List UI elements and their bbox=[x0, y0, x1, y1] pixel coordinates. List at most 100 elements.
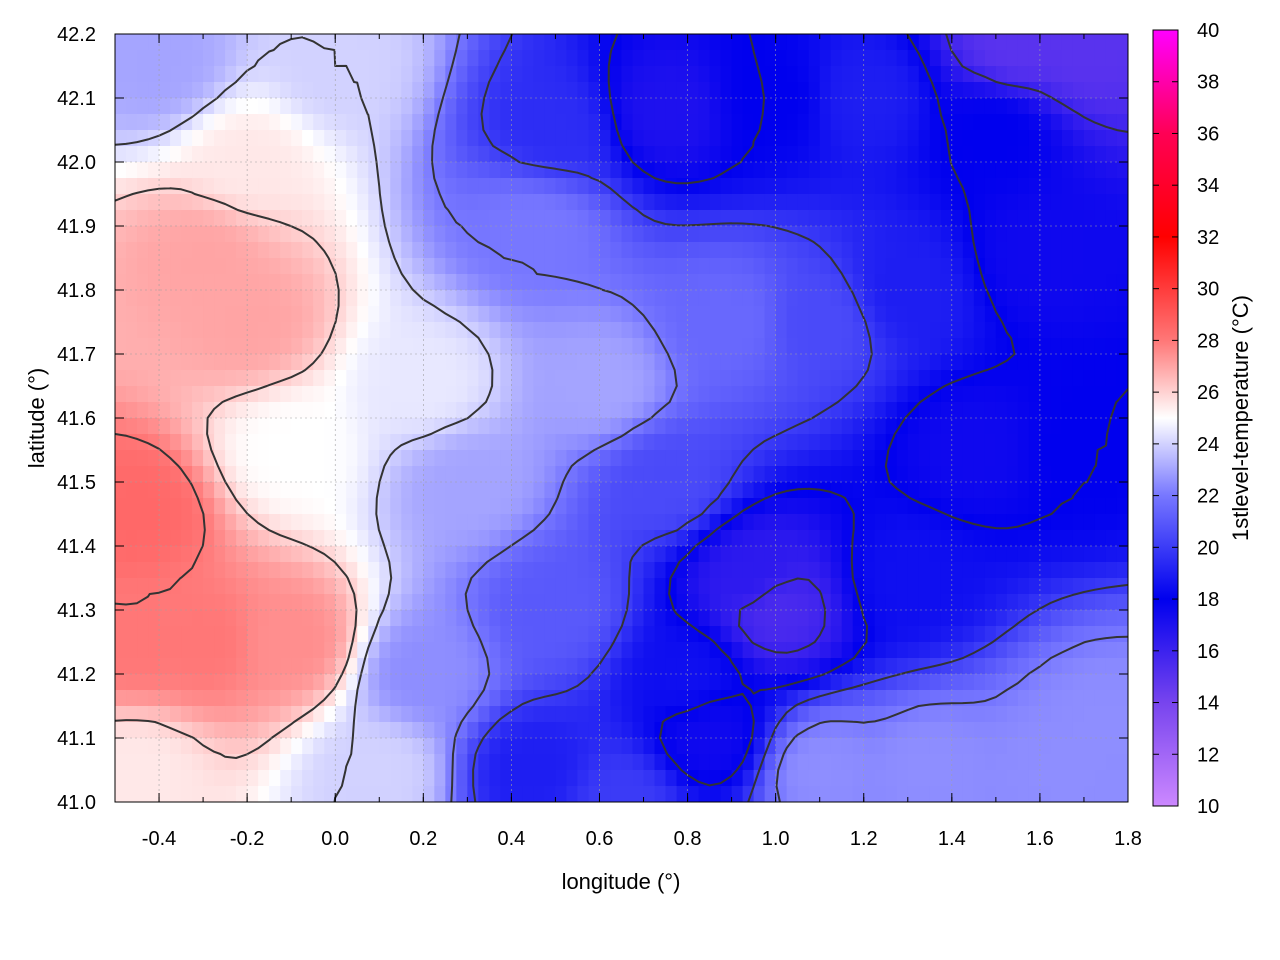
heatmap-cell bbox=[148, 690, 160, 707]
heatmap-cell bbox=[566, 690, 579, 707]
heatmap-cell bbox=[632, 34, 645, 51]
heatmap-cell bbox=[852, 466, 865, 483]
heatmap-cell bbox=[1039, 82, 1052, 99]
heatmap-cell bbox=[423, 626, 435, 643]
heatmap-cell bbox=[775, 290, 788, 307]
heatmap-cell bbox=[544, 514, 557, 531]
contour-lines bbox=[115, 34, 1128, 802]
heatmap-cell bbox=[940, 658, 953, 675]
heatmap-cell bbox=[368, 610, 380, 627]
heatmap-cell bbox=[951, 226, 964, 243]
heatmap-cell bbox=[1017, 418, 1030, 435]
heatmap-cell bbox=[566, 594, 579, 611]
heatmap-cell bbox=[940, 466, 953, 483]
heatmap-cell bbox=[489, 546, 501, 563]
heatmap-cell bbox=[126, 114, 138, 131]
heatmap-cell bbox=[808, 674, 821, 691]
heatmap-cell bbox=[643, 754, 656, 771]
heatmap-cell bbox=[852, 162, 865, 179]
heatmap-cell bbox=[126, 274, 138, 291]
heatmap-cell bbox=[555, 354, 568, 371]
heatmap-cell bbox=[467, 98, 479, 115]
heatmap-cell bbox=[1050, 722, 1063, 739]
heatmap-cell bbox=[258, 706, 270, 723]
heatmap-cell bbox=[1105, 82, 1118, 99]
heatmap-cell bbox=[1028, 354, 1041, 371]
heatmap-cell bbox=[885, 754, 898, 771]
heatmap-cell bbox=[434, 322, 446, 339]
heatmap-cell bbox=[137, 130, 149, 147]
heatmap-cell bbox=[258, 578, 270, 595]
x-tick-label: 1.4 bbox=[938, 828, 966, 850]
heatmap-cell bbox=[995, 338, 1008, 355]
heatmap-cell bbox=[731, 754, 744, 771]
heatmap-cell bbox=[423, 322, 435, 339]
heatmap-cell bbox=[863, 706, 876, 723]
heatmap-cell bbox=[258, 258, 270, 275]
heatmap-cell bbox=[489, 514, 501, 531]
heatmap-cell bbox=[291, 690, 303, 707]
heatmap-cell bbox=[599, 706, 612, 723]
heatmap-cell bbox=[302, 322, 314, 339]
heatmap-cell bbox=[643, 482, 656, 499]
heatmap-cell bbox=[313, 370, 325, 387]
heatmap-cell bbox=[1061, 594, 1074, 611]
heatmap-cell bbox=[1017, 290, 1030, 307]
heatmap-cell bbox=[170, 754, 182, 771]
heatmap-cell bbox=[181, 530, 193, 547]
heatmap-cell bbox=[456, 642, 468, 659]
heatmap-cell bbox=[632, 674, 645, 691]
heatmap-cell bbox=[599, 578, 612, 595]
heatmap-cell bbox=[181, 466, 193, 483]
heatmap-cell bbox=[786, 530, 799, 547]
heatmap-cell bbox=[489, 386, 501, 403]
heatmap-cell bbox=[742, 514, 755, 531]
heatmap-cell bbox=[533, 194, 546, 211]
heatmap-cell bbox=[676, 354, 689, 371]
heatmap-cell bbox=[577, 642, 590, 659]
heatmap-cell bbox=[247, 434, 259, 451]
heatmap-cell bbox=[225, 786, 237, 802]
colorbar-tick-label: 38 bbox=[1197, 72, 1219, 94]
heatmap-cell bbox=[214, 402, 226, 419]
heatmap-cell bbox=[170, 370, 182, 387]
heatmap-cell bbox=[181, 770, 193, 787]
heatmap-cell bbox=[423, 546, 435, 563]
heatmap-cell bbox=[522, 34, 535, 51]
heatmap-cell bbox=[192, 370, 204, 387]
heatmap-cell bbox=[1083, 146, 1096, 163]
heatmap-cell bbox=[489, 242, 501, 259]
heatmap-cell bbox=[533, 466, 546, 483]
heatmap-cell bbox=[236, 754, 248, 771]
heatmap-cell bbox=[291, 786, 303, 802]
heatmap-cell bbox=[1039, 114, 1052, 131]
heatmap-cell bbox=[500, 66, 512, 83]
heatmap-cell bbox=[478, 370, 490, 387]
heatmap-cell bbox=[995, 530, 1008, 547]
heatmap-cell bbox=[346, 322, 358, 339]
heatmap-cell bbox=[555, 626, 568, 643]
heatmap-cell bbox=[335, 98, 347, 115]
heatmap-cell bbox=[929, 642, 942, 659]
heatmap-cell bbox=[269, 578, 281, 595]
heatmap-cell bbox=[676, 34, 689, 51]
heatmap-cell bbox=[797, 98, 810, 115]
heatmap-cell bbox=[324, 338, 336, 355]
heatmap-cell bbox=[170, 434, 182, 451]
heatmap-cell bbox=[1105, 66, 1118, 83]
heatmap-cell bbox=[423, 450, 435, 467]
heatmap-cell bbox=[676, 658, 689, 675]
heatmap-cell bbox=[984, 658, 997, 675]
heatmap-cell bbox=[269, 34, 281, 51]
heatmap-cell bbox=[808, 546, 821, 563]
heatmap-cell bbox=[577, 130, 590, 147]
heatmap-cell bbox=[181, 338, 193, 355]
heatmap-cell bbox=[896, 578, 909, 595]
heatmap-cell bbox=[1039, 146, 1052, 163]
heatmap-cell bbox=[984, 354, 997, 371]
heatmap-cell bbox=[687, 786, 700, 802]
heatmap-cell bbox=[984, 306, 997, 323]
heatmap-cell bbox=[423, 530, 435, 547]
heatmap-cell bbox=[159, 290, 171, 307]
heatmap-cell bbox=[709, 786, 722, 802]
